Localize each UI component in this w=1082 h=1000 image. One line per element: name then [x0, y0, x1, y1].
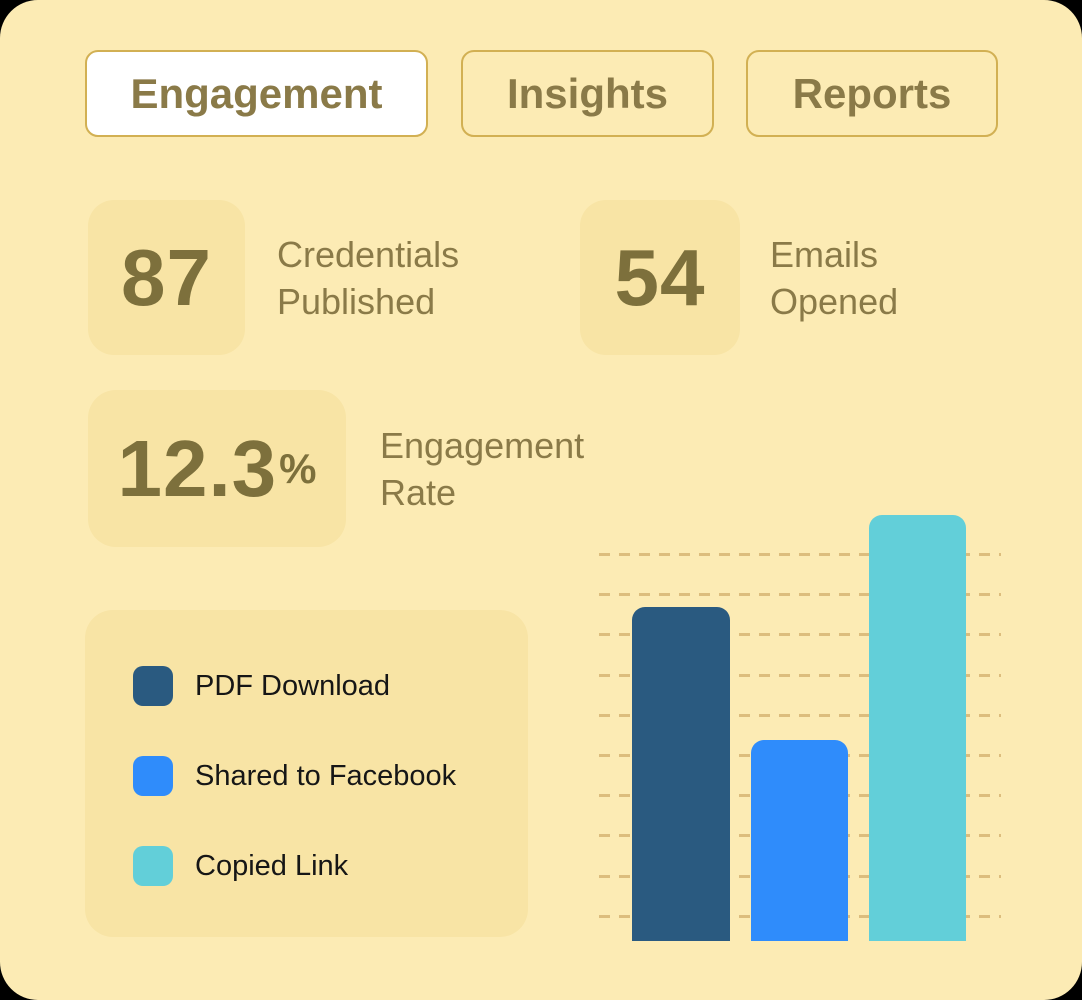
chart-gridline	[599, 874, 1001, 878]
chart-gridline	[599, 673, 1001, 677]
stat-emails-opened-label: Emails Opened	[770, 233, 899, 322]
tab-reports[interactable]: Reports	[746, 50, 998, 137]
chart-legend-card: PDF Download Shared to Facebook Copied L…	[85, 610, 528, 937]
chart-gridline	[599, 713, 1001, 717]
stat-credentials-published-label: Credentials Published	[277, 233, 460, 322]
chart-gridline	[599, 633, 1001, 637]
stat-engagement-rate-label: Engagement Rate	[380, 424, 585, 513]
legend-swatch-shared-to-facebook	[133, 756, 173, 796]
stat-emails-opened-value: 54	[614, 232, 706, 322]
stat-engagement-rate-unit: %	[279, 444, 317, 492]
chart-gridline	[599, 794, 1001, 798]
stat-engagement-rate-value-card: 12.3 %	[88, 390, 346, 547]
legend-label-copied-link: Copied Link	[195, 849, 349, 882]
legend-item-copied-link: Copied Link	[133, 846, 528, 886]
bar-pdf-download	[632, 607, 730, 941]
legend-label-shared-to-facebook: Shared to Facebook	[195, 759, 457, 792]
legend-item-pdf-download: PDF Download	[133, 666, 528, 706]
chart-gridline	[599, 593, 1001, 597]
chart-gridline	[599, 914, 1001, 918]
legend-swatch-pdf-download	[133, 666, 173, 706]
bar-shared-to-facebook	[751, 740, 848, 941]
tab-insights[interactable]: Insights	[461, 50, 714, 137]
chart-gridline	[599, 754, 1001, 757]
chart-gridline	[599, 834, 1001, 838]
tab-engagement[interactable]: Engagement	[85, 50, 428, 137]
legend-swatch-copied-link	[133, 846, 173, 886]
legend-label-pdf-download: PDF Download	[195, 669, 391, 702]
chart-gridline	[599, 553, 1001, 556]
stat-credentials-published-value: 87	[121, 232, 212, 322]
legend-item-shared-to-facebook: Shared to Facebook	[133, 756, 528, 796]
stat-engagement-rate-value: 12.3	[117, 423, 278, 513]
bar-copied-link	[869, 515, 966, 941]
stat-emails-opened-value-card: 54	[580, 200, 740, 355]
stat-credentials-published-value-card: 87	[88, 200, 245, 355]
